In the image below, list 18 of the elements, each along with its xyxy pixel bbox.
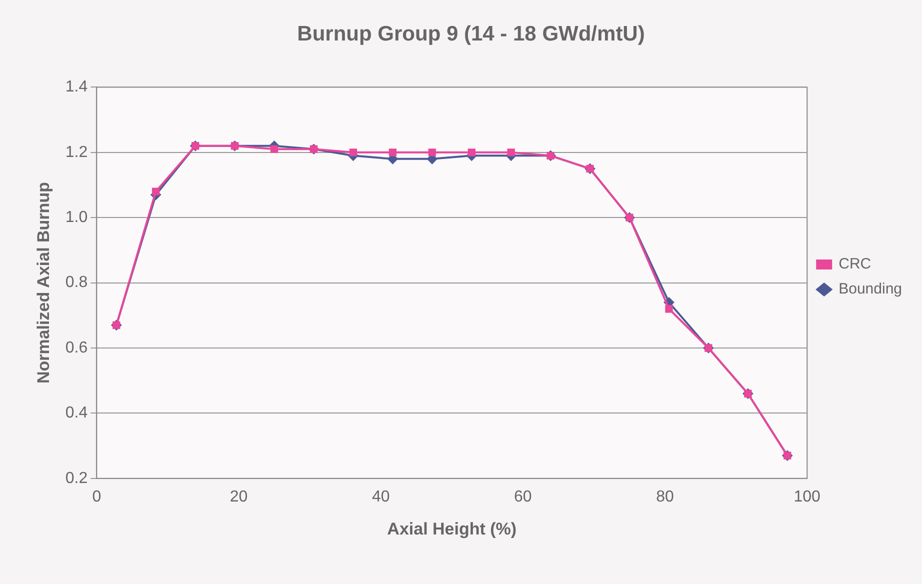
x-tick-label: 0 (92, 488, 102, 506)
x-tick-label: 20 (230, 488, 248, 506)
y-tick-label: 0.6 (65, 339, 88, 356)
y-tick-label: 0.4 (65, 404, 88, 422)
legend-label: Bounding (838, 280, 902, 298)
y-axis-title: Normalized Axial Burnup (34, 182, 53, 384)
x-tick-label: 60 (514, 488, 532, 506)
y-tick-label: 1.0 (65, 209, 88, 226)
legend-label: CRC (838, 256, 872, 273)
y-tick-label: 1.2 (65, 144, 88, 161)
y-tick-label: 0.2 (65, 470, 88, 487)
chart-title: Burnup Group 9 (14 - 18 GWd/mtU) (297, 22, 645, 46)
x-tick-label: 40 (372, 488, 390, 506)
x-tick-label: 100 (794, 488, 821, 506)
y-tick-label: 1.4 (65, 78, 88, 96)
x-tick-label: 80 (656, 488, 674, 506)
x-axis-title: Axial Height (%) (387, 519, 517, 538)
y-tick-label: 0.8 (65, 274, 88, 292)
